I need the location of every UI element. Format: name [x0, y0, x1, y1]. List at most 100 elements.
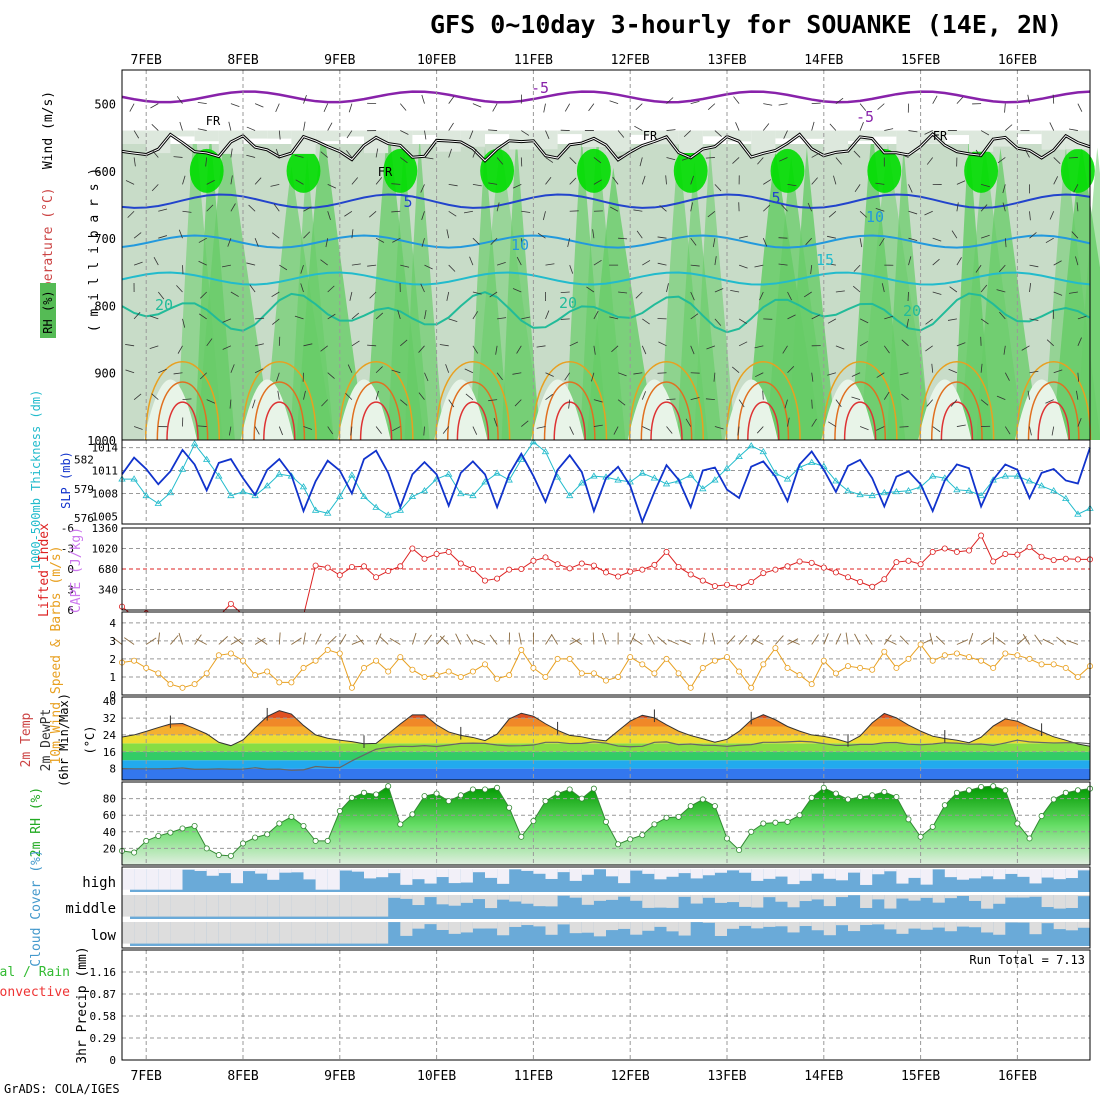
panel-frame	[121, 781, 1091, 866]
cloud-gap	[533, 895, 546, 907]
warm-contour	[834, 381, 887, 441]
cloud-gap	[472, 895, 485, 900]
wind-barb-10m	[702, 632, 706, 645]
wind-barb	[275, 148, 280, 158]
wind-barb	[593, 157, 602, 164]
cloud-gap	[920, 869, 933, 885]
wind-barb	[424, 264, 433, 270]
thickness-line-point	[989, 476, 997, 483]
wind-barb	[714, 130, 722, 137]
rh-shade-mid	[291, 130, 316, 154]
thickness-line-point	[590, 472, 598, 479]
wind-barb	[303, 95, 307, 104]
y-tick-wind: 1	[109, 671, 116, 684]
rh-line-point	[881, 788, 888, 795]
rh-plume	[976, 148, 1040, 441]
thickness-line-point	[565, 491, 574, 499]
cloud-gap	[654, 869, 667, 880]
rh-line-point	[566, 786, 573, 793]
wind-speed-line-point	[893, 664, 900, 671]
wind-barb	[787, 417, 790, 427]
run-total: Run Total = 7.13	[969, 953, 1085, 967]
wind-speed-line-point	[397, 654, 404, 661]
cloud-gap	[739, 869, 752, 873]
wind-barb	[657, 372, 667, 374]
wind-barb	[609, 316, 619, 320]
wind-barb	[980, 234, 990, 239]
wind-barb	[418, 345, 425, 353]
rh-line-point	[506, 804, 513, 811]
thickness-line-point	[130, 475, 138, 482]
cloud-gap	[485, 895, 498, 909]
wind-barb	[956, 424, 966, 427]
wind-barb	[133, 393, 142, 400]
wind-barb	[351, 229, 354, 239]
wind-barb	[1053, 157, 1061, 164]
rh-line-point	[227, 852, 234, 859]
wind-barb	[182, 318, 186, 328]
wind-barb	[230, 364, 235, 373]
wind-barb	[811, 121, 815, 131]
cloud-gap	[364, 895, 377, 917]
wind-speed-line-point	[336, 650, 343, 657]
wind-speed-line-point	[143, 664, 150, 671]
wind-barb	[229, 399, 232, 409]
wind-speed-line-point	[603, 677, 610, 684]
rh-line-point	[203, 845, 210, 852]
wind-barb	[633, 372, 643, 375]
wind-barb	[738, 399, 745, 408]
axis-label-wind10m: 10m Wind Speed & Barbs (m/s)	[49, 545, 64, 764]
cloud-gap	[787, 922, 800, 933]
y-tick-precip: 0.29	[90, 1032, 117, 1045]
thickness-line-point	[457, 489, 465, 497]
wind-barb	[1052, 94, 1055, 104]
wind-barb	[472, 311, 479, 320]
temp-band	[122, 760, 1090, 769]
cloud-gap	[485, 922, 498, 929]
cloud-gap	[835, 922, 848, 926]
wind-barb	[714, 288, 724, 293]
wind-barb	[472, 183, 482, 187]
axis-label-pressure: ( m i l l i b a r s )	[87, 168, 102, 332]
wind-speed-line-point	[252, 672, 259, 679]
dewpoint-line	[121, 739, 1091, 771]
wind-barb	[828, 421, 837, 427]
wind-barb	[521, 210, 531, 213]
day-label-top: 10FEB	[417, 53, 456, 68]
y-tick-precip: 0	[109, 1054, 116, 1067]
wind-barb	[199, 313, 207, 320]
rh-line-point	[663, 814, 670, 821]
wind-barb	[956, 342, 966, 347]
rh-line-point	[167, 829, 174, 836]
wind-speed-line-point	[131, 657, 138, 664]
cloud-gap	[739, 895, 752, 907]
wind-barb	[1051, 426, 1055, 436]
y-tick-cape: 1360	[92, 522, 119, 535]
rh-shade-mid	[944, 130, 969, 136]
axis-label-degc: (°C)	[83, 726, 97, 755]
wind-barb	[859, 340, 869, 347]
cloud-gap	[811, 895, 824, 900]
wind-barb	[424, 309, 427, 319]
wind-speed-line-point	[953, 650, 960, 657]
lifted-index-line-point	[348, 563, 355, 570]
rh-line-point	[966, 787, 973, 794]
rh-line-point	[651, 821, 658, 828]
wind-barb	[254, 368, 264, 374]
thickness-line-point	[553, 473, 562, 480]
wind-barb	[1075, 256, 1079, 266]
rh-line-point	[941, 802, 948, 809]
thickness-line-point	[178, 465, 187, 472]
wind-barb	[827, 318, 837, 324]
cloud-gap	[1029, 922, 1042, 935]
wind-barb-10m	[679, 639, 691, 645]
rh-line-point	[143, 837, 150, 844]
cloud-gap	[146, 869, 159, 890]
rh-line-point	[1062, 789, 1069, 796]
cloud-gap	[642, 895, 655, 908]
wind-barb	[151, 184, 159, 192]
axis-label-thickness: 1000-500mb Thickness (dm)	[29, 390, 43, 571]
cloud-gap	[1065, 895, 1078, 908]
cloud-gap	[255, 869, 268, 874]
axis-label-cape: CAPE (J/kg)	[69, 527, 84, 613]
